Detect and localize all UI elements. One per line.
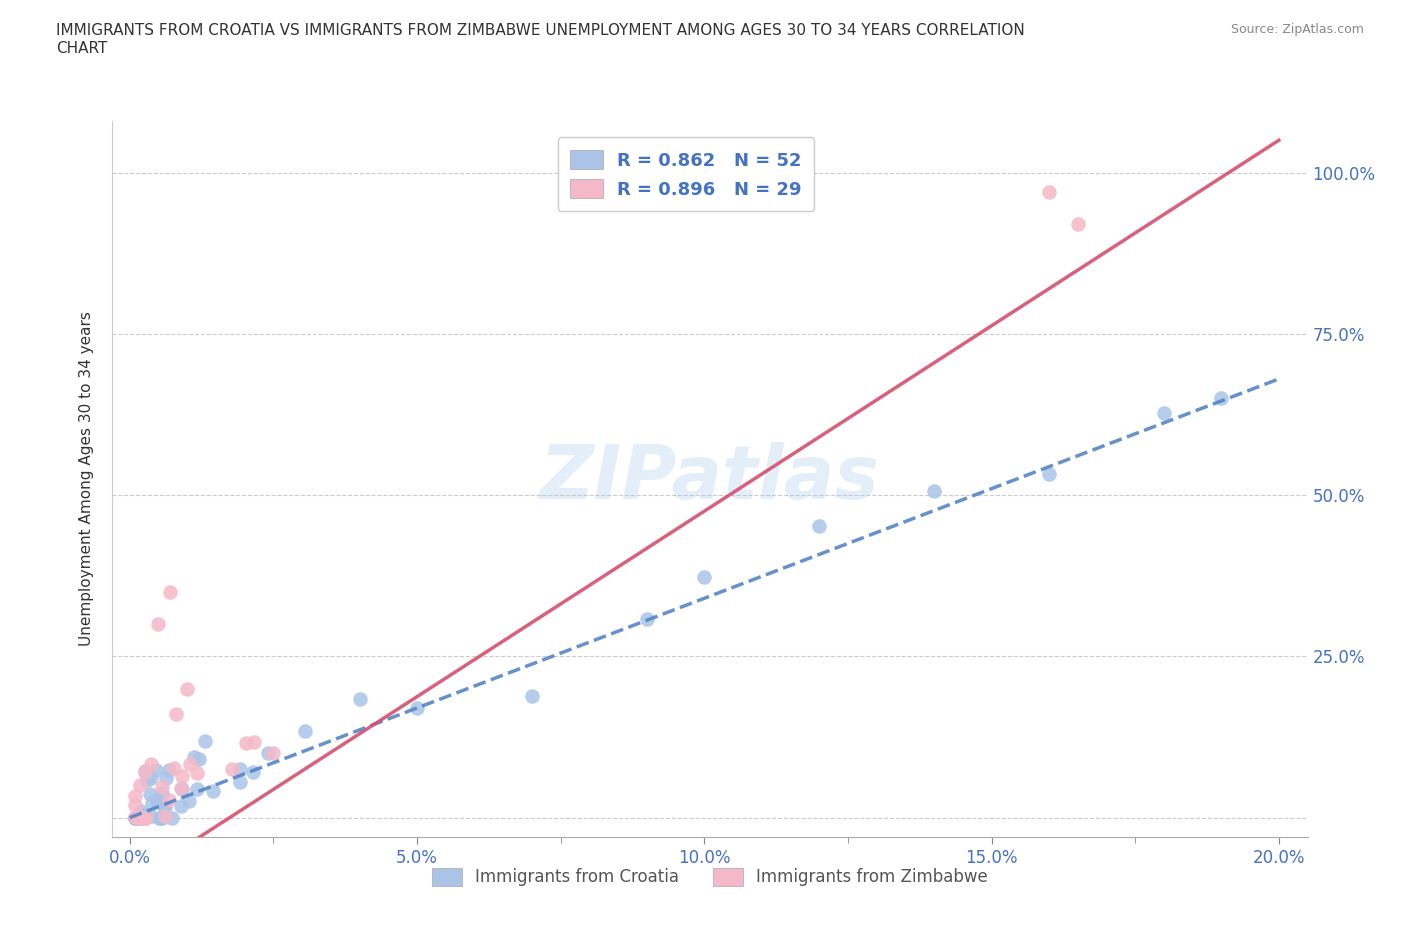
Point <box>124 789 146 804</box>
Point <box>134 764 156 778</box>
Point <box>157 792 180 807</box>
Point <box>127 810 149 825</box>
Point <box>155 800 177 815</box>
Point <box>136 773 159 788</box>
Point <box>808 519 831 534</box>
Point <box>1211 391 1233 405</box>
Point <box>165 707 187 722</box>
Point <box>242 735 264 750</box>
Point <box>134 809 156 824</box>
Point <box>193 733 215 748</box>
Point <box>128 809 150 824</box>
Point <box>152 799 174 814</box>
Point <box>148 617 170 631</box>
Point <box>1153 405 1175 420</box>
Point <box>160 810 183 825</box>
Point <box>146 792 169 807</box>
Point <box>146 794 169 809</box>
Point <box>349 692 371 707</box>
Legend: Immigrants from Croatia, Immigrants from Zimbabwe: Immigrants from Croatia, Immigrants from… <box>426 861 994 893</box>
Point <box>139 770 162 785</box>
Point <box>129 804 152 818</box>
Point <box>1038 466 1060 481</box>
Point <box>138 787 160 802</box>
Point <box>183 750 205 764</box>
Point <box>145 763 167 777</box>
Point <box>148 810 170 825</box>
Point <box>186 781 208 796</box>
Point <box>229 762 252 777</box>
Point <box>186 766 208 781</box>
Text: IMMIGRANTS FROM CROATIA VS IMMIGRANTS FROM ZIMBABWE UNEMPLOYMENT AMONG AGES 30 T: IMMIGRANTS FROM CROATIA VS IMMIGRANTS FR… <box>56 23 1025 56</box>
Point <box>150 779 173 794</box>
Point <box>149 810 172 825</box>
Point <box>131 810 153 825</box>
Point <box>188 751 211 766</box>
Point <box>202 783 225 798</box>
Point <box>170 780 193 795</box>
Point <box>256 745 278 760</box>
Point <box>124 810 146 825</box>
Point <box>235 736 257 751</box>
Point <box>636 612 658 627</box>
Point <box>129 777 152 792</box>
Point <box>124 810 146 825</box>
Point <box>1038 184 1060 199</box>
Point <box>131 807 153 822</box>
Point <box>177 794 200 809</box>
Point <box>124 810 146 825</box>
Y-axis label: Unemployment Among Ages 30 to 34 years: Unemployment Among Ages 30 to 34 years <box>79 312 94 646</box>
Point <box>163 761 186 776</box>
Point <box>294 724 316 738</box>
Point <box>170 781 193 796</box>
Point <box>262 746 284 761</box>
Point <box>922 484 945 498</box>
Point <box>141 796 163 811</box>
Point <box>170 768 193 783</box>
Point <box>134 810 156 825</box>
Point <box>148 810 170 825</box>
Point <box>176 681 198 696</box>
Point <box>157 763 180 777</box>
Point <box>139 808 162 823</box>
Point <box>159 584 181 599</box>
Point <box>150 810 173 825</box>
Text: ZIPatlas: ZIPatlas <box>540 443 880 515</box>
Point <box>155 771 177 786</box>
Point <box>229 775 252 790</box>
Point <box>406 700 429 715</box>
Point <box>139 756 162 771</box>
Point <box>135 810 157 825</box>
Point <box>153 808 176 823</box>
Text: Source: ZipAtlas.com: Source: ZipAtlas.com <box>1230 23 1364 36</box>
Point <box>132 810 155 825</box>
Point <box>124 797 146 812</box>
Point <box>129 810 152 825</box>
Point <box>179 757 201 772</box>
Point <box>124 810 146 825</box>
Point <box>125 810 148 825</box>
Point <box>169 798 191 813</box>
Point <box>242 764 264 779</box>
Point <box>150 786 173 801</box>
Point <box>1067 217 1090 232</box>
Point <box>693 569 716 584</box>
Point <box>124 810 146 825</box>
Point <box>520 688 543 703</box>
Point <box>134 764 156 779</box>
Point <box>221 762 243 777</box>
